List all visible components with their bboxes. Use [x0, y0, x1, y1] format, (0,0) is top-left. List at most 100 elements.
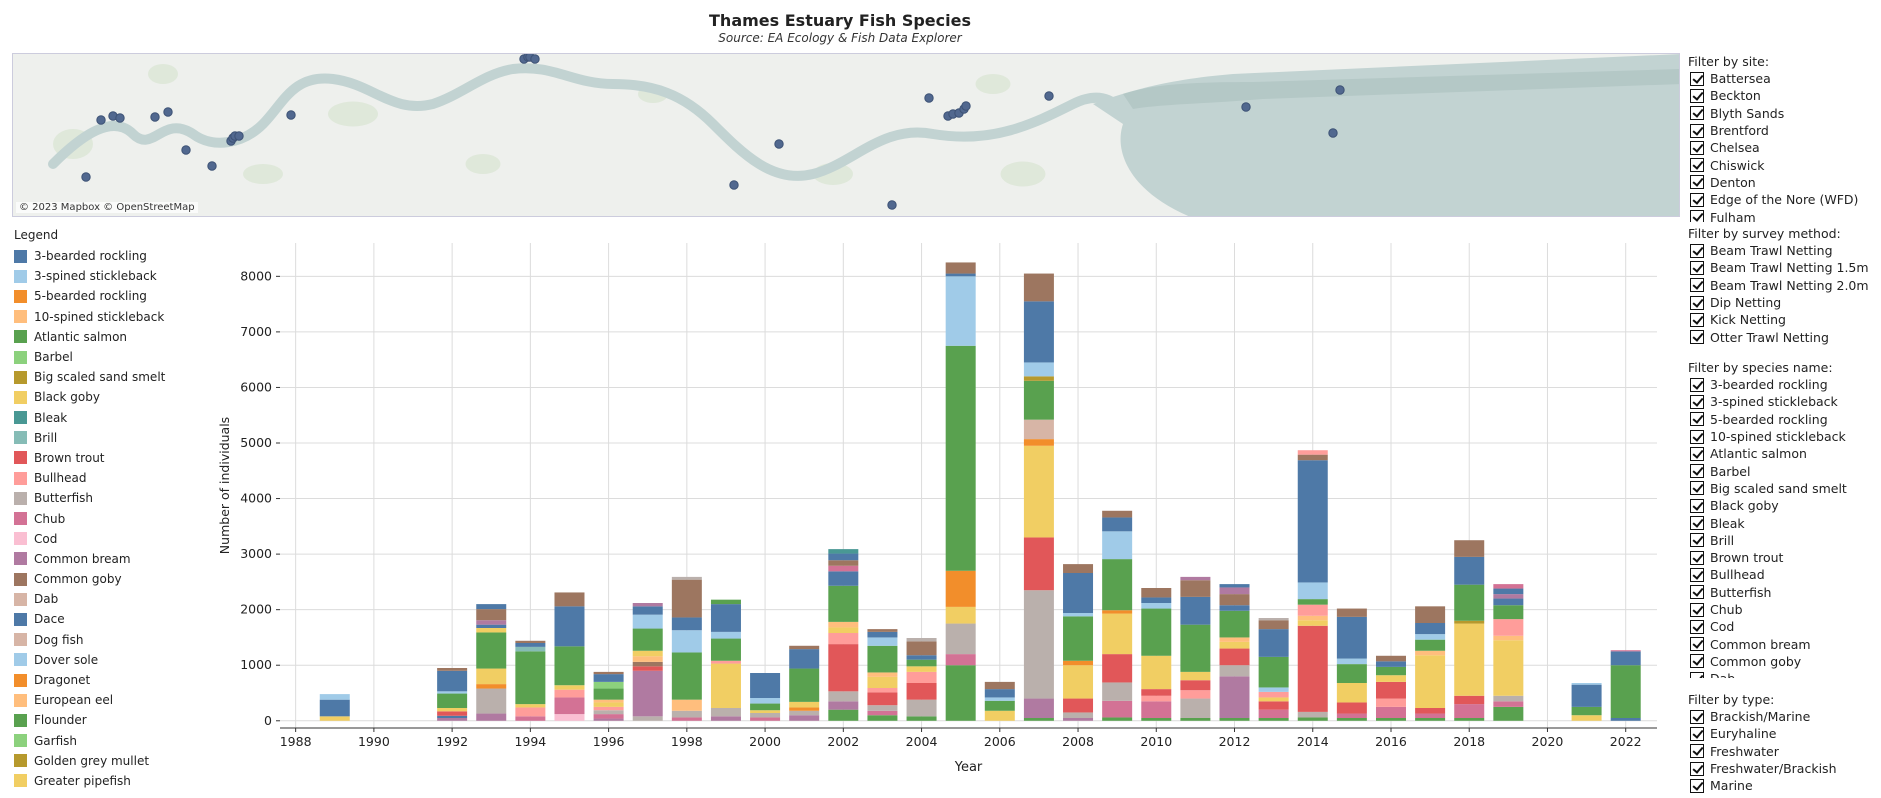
- bar-segment[interactable]: [1493, 701, 1523, 707]
- species-filter-option[interactable]: 3-bearded rockling: [1688, 376, 1881, 393]
- bar-segment[interactable]: [1141, 696, 1171, 702]
- checkbox[interactable]: [1690, 603, 1704, 617]
- bar-segment[interactable]: [946, 346, 976, 571]
- bar-segment[interactable]: [1415, 718, 1445, 721]
- bar-segment[interactable]: [1063, 712, 1093, 718]
- bar-segment[interactable]: [1220, 605, 1250, 611]
- bar-segment[interactable]: [1572, 685, 1602, 707]
- method-filter-option[interactable]: Kick Netting: [1688, 311, 1881, 328]
- checkbox[interactable]: [1690, 551, 1704, 565]
- checkbox[interactable]: [1690, 499, 1704, 513]
- bar-segment[interactable]: [672, 577, 702, 580]
- bar-segment[interactable]: [907, 641, 937, 655]
- bar-segment[interactable]: [867, 632, 897, 638]
- site-filter-option[interactable]: Blyth Sands: [1688, 105, 1881, 122]
- bar-segment[interactable]: [1493, 584, 1523, 588]
- bar-segment[interactable]: [515, 704, 545, 707]
- bar-segment[interactable]: [1102, 559, 1132, 610]
- checkbox[interactable]: [1690, 464, 1704, 478]
- bar-segment[interactable]: [1298, 450, 1328, 454]
- bar-segment[interactable]: [1180, 690, 1210, 698]
- bar-segment[interactable]: [1337, 702, 1367, 713]
- bar-segment[interactable]: [476, 625, 506, 628]
- bar-segment[interactable]: [672, 630, 702, 652]
- checkbox[interactable]: [1690, 278, 1704, 292]
- checkbox[interactable]: [1690, 141, 1704, 155]
- bar-segment[interactable]: [1298, 616, 1328, 620]
- bar-segment[interactable]: [476, 604, 506, 609]
- type-filter-option[interactable]: Freshwater/Brackish: [1688, 760, 1881, 777]
- bar-segment[interactable]: [633, 629, 663, 651]
- checkbox[interactable]: [1690, 378, 1704, 392]
- bar-segment[interactable]: [1102, 614, 1132, 655]
- bar-segment[interactable]: [1493, 589, 1523, 595]
- bar-segment[interactable]: [1337, 664, 1367, 683]
- bar-segment[interactable]: [828, 554, 858, 561]
- bar-segment[interactable]: [1180, 580, 1210, 597]
- bar-segment[interactable]: [1454, 624, 1484, 696]
- site-marker[interactable]: [1045, 92, 1053, 100]
- bar-segment[interactable]: [907, 672, 937, 683]
- bar-segment[interactable]: [1493, 696, 1523, 702]
- bar-segment[interactable]: [1415, 714, 1445, 718]
- bar-segment[interactable]: [789, 646, 819, 649]
- bar-segment[interactable]: [1493, 619, 1523, 636]
- bar-segment[interactable]: [1024, 376, 1054, 380]
- bar-segment[interactable]: [985, 701, 1015, 711]
- bar-segment[interactable]: [633, 606, 663, 614]
- checkbox[interactable]: [1690, 516, 1704, 530]
- bar-segment[interactable]: [633, 615, 663, 629]
- bar-segment[interactable]: [1259, 629, 1289, 657]
- checkbox[interactable]: [1690, 193, 1704, 207]
- bar-segment[interactable]: [476, 714, 506, 721]
- bar-segment[interactable]: [1024, 718, 1054, 721]
- bar-segment[interactable]: [1376, 667, 1406, 675]
- bar-segment[interactable]: [1454, 696, 1484, 704]
- bar-segment[interactable]: [320, 716, 350, 720]
- bar-segment[interactable]: [1220, 676, 1250, 718]
- site-map[interactable]: © 2023 Mapbox © OpenStreetMap: [12, 53, 1680, 217]
- site-marker[interactable]: [730, 181, 738, 189]
- checkbox[interactable]: [1690, 447, 1704, 461]
- bar-segment[interactable]: [1454, 557, 1484, 585]
- species-filter-option[interactable]: Common bream: [1688, 635, 1881, 652]
- bar-segment[interactable]: [985, 711, 1015, 721]
- bar-segment[interactable]: [1454, 718, 1484, 721]
- checkbox[interactable]: [1690, 158, 1704, 172]
- bar-segment[interactable]: [1376, 707, 1406, 718]
- species-filter-option[interactable]: Common goby: [1688, 653, 1881, 670]
- bar-segment[interactable]: [867, 677, 897, 688]
- bar-segment[interactable]: [750, 704, 780, 711]
- bar-segment[interactable]: [828, 701, 858, 709]
- bar-segment[interactable]: [1493, 599, 1523, 606]
- bar-segment[interactable]: [1259, 710, 1289, 718]
- bar-segment[interactable]: [1180, 597, 1210, 625]
- bar-segment[interactable]: [476, 684, 506, 688]
- checkbox[interactable]: [1690, 296, 1704, 310]
- checkbox[interactable]: [1690, 430, 1704, 444]
- bar-segment[interactable]: [1298, 717, 1328, 720]
- bar-segment[interactable]: [594, 707, 624, 710]
- bar-segment[interactable]: [867, 715, 897, 721]
- site-filter-option[interactable]: Chiswick: [1688, 156, 1881, 173]
- bar-segment[interactable]: [672, 617, 702, 630]
- bar-segment[interactable]: [1376, 675, 1406, 682]
- bar-segment[interactable]: [1024, 301, 1054, 362]
- bar-segment[interactable]: [437, 668, 467, 671]
- bar-segment[interactable]: [633, 651, 663, 657]
- bar-segment[interactable]: [1415, 634, 1445, 640]
- bar-segment[interactable]: [828, 691, 858, 701]
- bar-segment[interactable]: [711, 661, 741, 664]
- bar-segment[interactable]: [1259, 701, 1289, 709]
- bar-segment[interactable]: [320, 700, 350, 717]
- bar-segment[interactable]: [985, 682, 1015, 689]
- bar-segment[interactable]: [554, 697, 584, 714]
- bar-segment[interactable]: [828, 586, 858, 622]
- bar-segment[interactable]: [789, 702, 819, 708]
- bar-segment[interactable]: [1220, 665, 1250, 676]
- bar-segment[interactable]: [1259, 657, 1289, 688]
- bar-segment[interactable]: [476, 620, 506, 624]
- checkbox[interactable]: [1690, 124, 1704, 138]
- bar-segment[interactable]: [1220, 594, 1250, 605]
- bar-segment[interactable]: [515, 716, 545, 720]
